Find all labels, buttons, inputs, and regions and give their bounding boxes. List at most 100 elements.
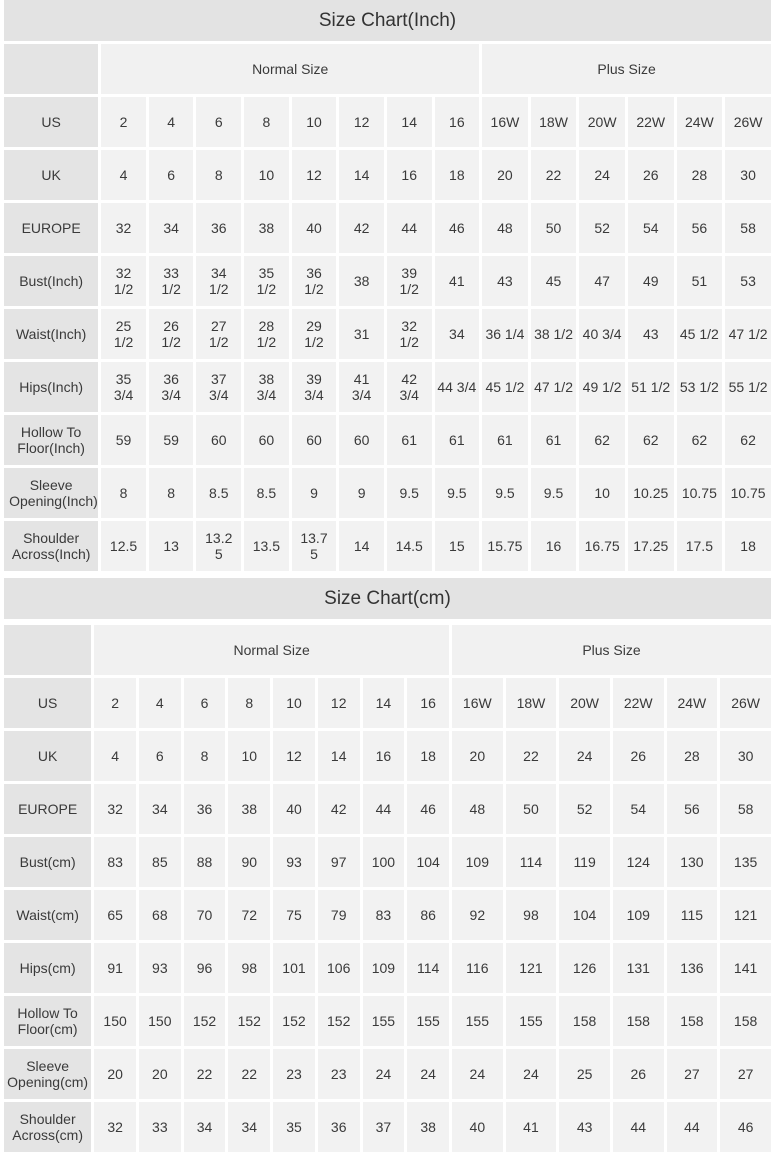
table-cell: 16 <box>362 731 405 781</box>
table-cell: 68 <box>138 890 181 940</box>
table-cell: 136 <box>666 943 718 993</box>
row-label-text: Hollow To Floor(Inch) <box>17 424 85 456</box>
cell-value: 10 <box>258 167 275 183</box>
table-cell: 30 <box>720 731 771 781</box>
cell-value: 10.75 <box>681 485 717 501</box>
cell-value: 61 <box>545 432 562 448</box>
table-cell: 158 <box>720 996 771 1046</box>
cell-value: 25 1/2 <box>113 318 134 350</box>
empty-corner-cell <box>4 625 92 675</box>
table-row: Hips(cm) 91 93 96 98 101 106 109 114 116 121 126 131… <box>4 943 771 993</box>
cell-value: 48 <box>497 220 513 236</box>
table-cell: 43 <box>627 309 674 359</box>
table-cell: 12 <box>317 678 360 728</box>
cell-value: 47 1/2 <box>728 326 768 342</box>
cell-value: 22 <box>523 748 539 764</box>
cell-value: 36 1/2 <box>304 265 324 297</box>
table-cell: 46 <box>434 203 480 253</box>
table-cell: 25 <box>559 1049 610 1099</box>
cell-value: 152 <box>327 1013 351 1029</box>
cell-value: 20 <box>107 1066 123 1082</box>
cell-value: 6 <box>167 167 176 183</box>
row-label: Bust(cm) <box>4 837 92 887</box>
cell-value: 9.5 <box>543 485 564 501</box>
table-cell: 35 <box>273 1102 315 1152</box>
table-cell: 40 <box>273 784 315 834</box>
cell-value: 42 3/4 <box>399 371 419 403</box>
cell-value: 28 <box>684 748 700 764</box>
table-cell: 6 <box>148 150 194 200</box>
table-cell: 100 <box>362 837 405 887</box>
cell-value: 22 <box>545 167 562 183</box>
table-cell: 16W <box>482 97 528 147</box>
cell-value: 56 <box>691 220 708 236</box>
cell-value: 91 <box>107 960 123 976</box>
table-row: Shoulder Across(Inch) 12.5 13 13.25 13.5 13.7… <box>4 521 771 571</box>
table-cell: 93 <box>138 943 181 993</box>
table-cell: 106 <box>317 943 360 993</box>
table-cell: 2 <box>101 97 146 147</box>
table-cell: 62 <box>676 415 723 465</box>
cell-value: 60 <box>353 432 370 448</box>
table-cell: 41 3/4 <box>339 362 384 412</box>
table-cell: 65 <box>94 890 136 940</box>
table-cell: 52 <box>579 203 625 253</box>
cell-value: 62 <box>642 432 659 448</box>
cell-value: 35 3/4 <box>113 371 134 403</box>
table-cell: 20 <box>138 1049 181 1099</box>
row-label: UK <box>4 731 92 781</box>
cell-value: 24 <box>469 1066 486 1082</box>
table-cell: 32 <box>94 784 136 834</box>
cell-value: 88 <box>196 854 213 870</box>
table-cell: 8 <box>148 468 194 518</box>
table-cell: 79 <box>317 890 360 940</box>
cell-value: 40 3/4 <box>582 326 622 342</box>
cell-value: 86 <box>420 907 436 923</box>
table-cell: 26 1/2 <box>148 309 194 359</box>
table-row: Shoulder Across(cm) 32 33 34 34 35 36 37 38 40 41 4… <box>4 1102 771 1152</box>
table-cell: 50 <box>530 203 577 253</box>
cell-value: 8.5 <box>209 485 229 501</box>
table-cell: 8 <box>183 731 226 781</box>
cell-value: 4 <box>111 748 119 764</box>
cell-value: 10 <box>594 485 610 501</box>
row-label-text: Sleeve Opening(Inch) <box>9 477 98 509</box>
table-cell: 28 1/2 <box>244 309 289 359</box>
table-cell: 44 <box>612 1102 664 1152</box>
table-cell: 155 <box>362 996 405 1046</box>
row-label-text: Sleeve Opening(cm) <box>7 1058 89 1090</box>
cell-value: 26W <box>731 695 760 711</box>
cell-value: 18 <box>449 167 465 183</box>
cell-value: 51 1/2 <box>631 379 671 395</box>
table-cell: 20 <box>452 731 503 781</box>
table-cell: 43 <box>559 1102 610 1152</box>
cell-value: 58 <box>740 220 756 236</box>
table-row: Sleeve Opening(Inch) 8 8 8.5 8.5 9 9 9.5 9.5 9.5 9… <box>4 468 771 518</box>
table-cell: 28 <box>676 150 723 200</box>
cell-value: 8 <box>200 748 209 764</box>
table-cell: 45 1/2 <box>482 362 528 412</box>
cell-value: 90 <box>241 854 258 870</box>
table-cell: 26W <box>725 97 771 147</box>
cell-value: 45 <box>545 273 562 289</box>
table-cell: 38 <box>339 256 384 306</box>
table-cell: 22 <box>505 731 557 781</box>
table-cell: 54 <box>612 784 664 834</box>
row-label-text: Hips(Inch) <box>19 379 84 395</box>
table-cell: 158 <box>666 996 718 1046</box>
table-cell: 38 <box>228 784 271 834</box>
table-cell: 61 <box>530 415 577 465</box>
cell-value: 30 <box>737 748 754 764</box>
table-cell: 60 <box>244 415 289 465</box>
table-cell: 36 1/4 <box>482 309 528 359</box>
cell-value: 26 <box>642 167 659 183</box>
plus-size-header: Plus Size <box>452 625 771 675</box>
cell-value: 130 <box>680 854 704 870</box>
group-header-row: Normal Size Plus Size <box>4 625 771 675</box>
cell-value: 6 <box>214 114 223 130</box>
table-cell: 50 <box>505 784 557 834</box>
table-cell: 124 <box>612 837 664 887</box>
cell-value: 44 <box>630 1119 647 1135</box>
table-cell: 20W <box>559 678 610 728</box>
table-cell: 155 <box>407 996 449 1046</box>
